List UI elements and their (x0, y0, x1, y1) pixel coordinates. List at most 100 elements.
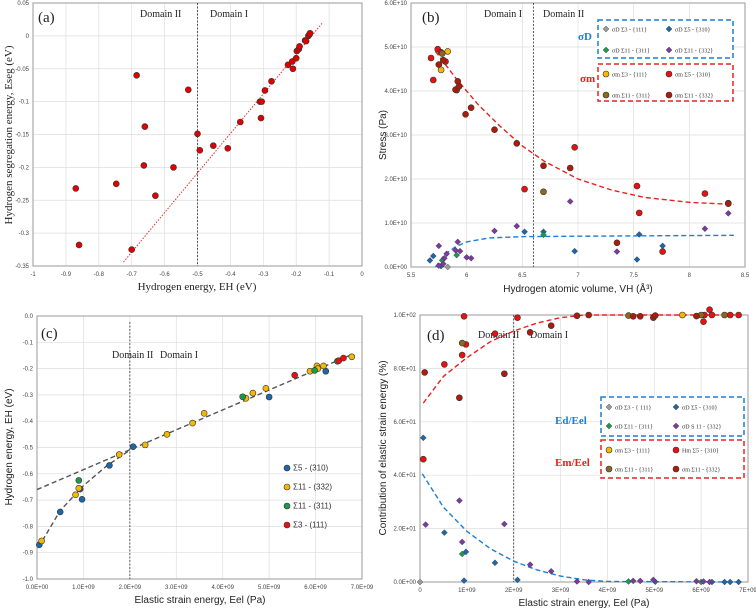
x-tick-label: -0.1 (324, 272, 335, 278)
y-tick-label: 3.0E+10 (384, 133, 407, 139)
y-tick-label: -0.3 (19, 231, 30, 237)
data-point (268, 77, 275, 85)
y-tick-label: 2.0E+10 (384, 177, 407, 183)
data-point (249, 389, 257, 397)
data-point (422, 521, 429, 528)
group-label: Ed/Eel (555, 415, 587, 427)
data-point (189, 419, 196, 427)
data-point (292, 54, 300, 62)
data-point (659, 248, 666, 255)
y-tick-label: -0.8 (23, 524, 34, 530)
data-point (311, 367, 318, 374)
legend-label: Σ11 - (332) (293, 483, 332, 492)
plot-area (410, 2, 746, 268)
data-point (284, 61, 292, 69)
x-tick-label: 1.0E+09 (72, 585, 95, 591)
data-point (458, 351, 466, 359)
data-point (547, 568, 555, 575)
y-tick-label: 0 (26, 34, 30, 40)
chart-panel-a: -1 -0.9 -0.8 -0.7 -0.6 -0.5 -0.4 -0.3 -0.2 -0.1 0 -… (3, 1, 364, 293)
data-point (514, 314, 521, 321)
data-point (571, 144, 578, 151)
data-point (435, 61, 443, 68)
data-point (78, 496, 86, 503)
domain-label: Domain I (210, 9, 248, 20)
data-point (427, 54, 435, 62)
domain-label: Domain II (112, 350, 153, 361)
legend-item: Σ3 - (111) (283, 521, 327, 530)
data-point (521, 185, 528, 193)
y-tick-label: 6.0E+10 (384, 1, 407, 7)
data-point (566, 164, 574, 172)
group-label: σD (578, 31, 592, 43)
data-point (706, 578, 713, 586)
data-point (239, 393, 246, 401)
data-point (421, 369, 428, 376)
data-point (701, 225, 709, 233)
data-point (441, 254, 448, 262)
data-point (72, 185, 80, 192)
legend-label: σm Σ11 - {332} (675, 94, 714, 100)
data-point (348, 353, 356, 361)
legend-marker (665, 70, 673, 78)
data-point (140, 162, 148, 169)
chart-panel-c: 0.0E+00 1.0E+09 2.0E+09 3.0E+09 4.0E+09 5.0E+… (4, 314, 374, 606)
data-point (416, 578, 424, 586)
data-point (706, 306, 713, 313)
x-tick-label: 0 (360, 272, 364, 278)
legend-box (600, 396, 745, 437)
y-tick-label: 4.0E+01 (393, 473, 416, 479)
fit-curve (37, 449, 131, 548)
data-point (701, 190, 709, 197)
y-tick-label: 4.0E+10 (384, 89, 407, 95)
data-point (721, 311, 728, 319)
data-point (693, 577, 700, 585)
data-point (419, 434, 427, 442)
data-point (633, 182, 641, 190)
legend-item: Σ11 - (311) (283, 502, 332, 511)
y-axis-title: Contribution of elastic strain energy (%… (378, 360, 389, 535)
data-point (200, 410, 208, 417)
y-tick-label: -0.2 (23, 367, 34, 373)
data-point (265, 393, 273, 401)
data-point (462, 111, 469, 118)
legend-item: σD Σ11 - {311} (602, 46, 650, 55)
data-point (636, 577, 644, 585)
data-point (452, 246, 459, 254)
domain-label: Domain II (478, 330, 519, 341)
data-point (513, 140, 521, 147)
legend-marker (283, 464, 291, 472)
data-point (75, 241, 83, 249)
legend-label: Hm Σ5 - {310} (682, 449, 719, 455)
data-point (540, 188, 547, 196)
data-point (440, 260, 447, 268)
y-tick-label: 1.0E+10 (384, 221, 407, 227)
x-tick-label: 7E+09 (739, 588, 756, 594)
data-point (585, 578, 592, 586)
data-point (679, 311, 686, 319)
data-point (491, 330, 499, 337)
data-point (441, 529, 448, 536)
legend-item: σm Σ11 - {311} (602, 91, 650, 100)
data-point (439, 56, 447, 64)
data-point (236, 118, 244, 126)
x-tick-label: -0.8 (94, 272, 105, 278)
data-point (444, 263, 452, 271)
x-tick-label: 8.5 (741, 273, 750, 279)
x-tick-label: -0.3 (258, 272, 269, 278)
x-tick-label: -0.4 (225, 272, 236, 278)
data-point (258, 98, 265, 105)
x-tick-label: 1E+09 (458, 588, 476, 594)
data-point (196, 146, 204, 154)
legend-box (597, 19, 734, 59)
y-tick-label: -0.2 (19, 165, 30, 171)
legend-label: σm Σ11 - {311} (612, 94, 650, 100)
data-point (629, 313, 637, 320)
legend-marker (602, 91, 610, 99)
fit-curve (421, 473, 739, 583)
x-tick-label: 3.0E+09 (165, 585, 188, 591)
legend-label: σD Σ5 - {310} (675, 28, 710, 34)
data-point (467, 104, 475, 112)
chart-panel-d: 0 1E+09 2E+09 3E+09 4E+09 5E+09 6E+09 7E+09 0.0E… (378, 306, 756, 609)
